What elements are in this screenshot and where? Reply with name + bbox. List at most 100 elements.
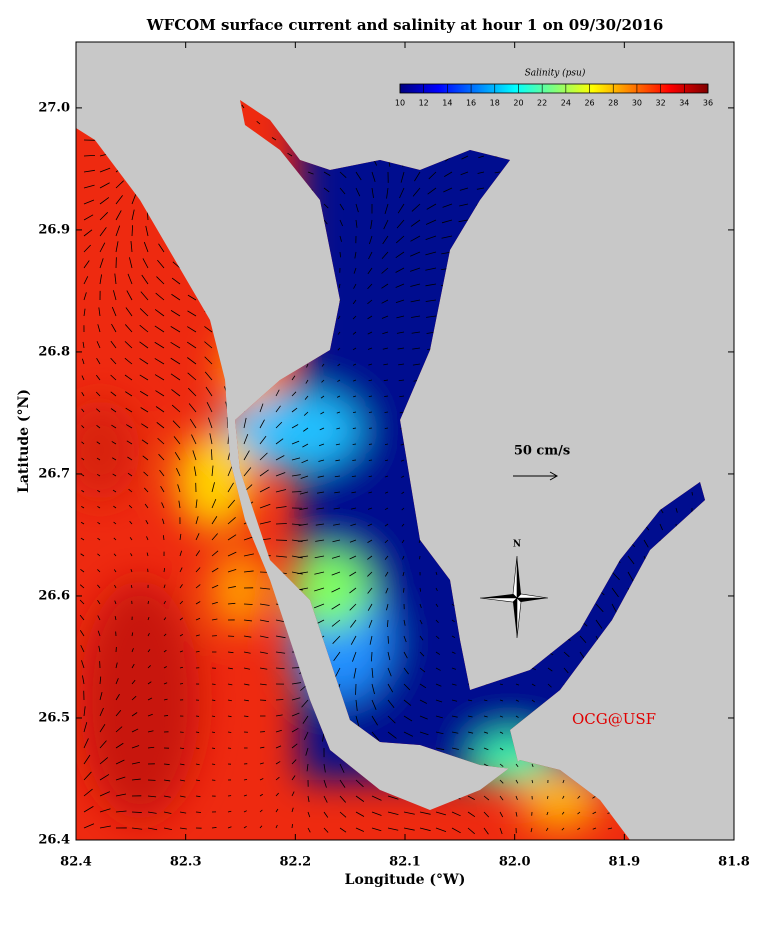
vector: [367, 299, 373, 305]
vector: [435, 635, 440, 639]
vector: [400, 443, 405, 446]
vector: [80, 568, 85, 573]
vector: [145, 519, 149, 525]
vector: [350, 619, 357, 628]
vector: [79, 614, 85, 621]
vector: [161, 502, 165, 509]
y-tick-label: 26.9: [38, 222, 70, 237]
vector: [155, 390, 165, 397]
vector: [563, 651, 570, 658]
vector: [339, 795, 346, 803]
vector: [298, 523, 309, 526]
vector: [163, 682, 168, 685]
vector: [163, 633, 167, 637]
vector: [467, 811, 476, 817]
vector: [331, 555, 341, 559]
vector: [275, 667, 285, 670]
vector: [83, 154, 95, 157]
vector: [675, 507, 678, 513]
vector: [515, 779, 519, 784]
vector: [163, 649, 167, 653]
vector: [353, 283, 357, 289]
vector: [259, 403, 264, 413]
vector: [99, 825, 111, 829]
y-axis-label: Latitude (°N): [16, 389, 32, 493]
vector: [435, 619, 439, 624]
vector: [126, 290, 133, 301]
vector: [83, 308, 86, 317]
vector: [419, 715, 428, 720]
vector: [243, 570, 254, 573]
vector: [227, 499, 236, 509]
vector: [387, 699, 395, 709]
vector: [410, 235, 421, 242]
vector: [562, 795, 565, 799]
vector: [384, 555, 389, 560]
vector: [81, 375, 85, 381]
vector: [129, 257, 133, 269]
vector: [403, 827, 415, 831]
vector: [305, 379, 309, 384]
vector: [411, 315, 421, 318]
vector: [291, 697, 301, 701]
vector: [339, 171, 347, 178]
vector: [384, 523, 389, 527]
vector: [371, 699, 377, 710]
vector: [243, 778, 248, 781]
vector: [259, 486, 270, 493]
vector: [291, 440, 300, 445]
vector: [321, 363, 325, 367]
vector: [395, 283, 405, 288]
vector: [425, 219, 437, 225]
vector: [155, 406, 165, 413]
vector: [139, 374, 149, 381]
vector: [643, 539, 649, 548]
vector: [499, 683, 504, 686]
vector: [96, 424, 101, 429]
vector: [381, 267, 389, 274]
vector: [383, 363, 389, 366]
vector: [577, 827, 581, 830]
vector: [349, 555, 357, 560]
vector: [179, 600, 184, 605]
vector: [403, 619, 406, 626]
vector: [195, 601, 201, 605]
vector: [291, 791, 295, 797]
vector: [531, 683, 536, 687]
vector: [97, 600, 101, 605]
vector: [211, 584, 219, 589]
vector: [162, 518, 165, 525]
vector: [96, 358, 101, 365]
vector: [451, 731, 459, 734]
vector: [140, 407, 149, 413]
vector: [428, 171, 437, 180]
vector: [131, 663, 135, 669]
vector: [227, 482, 234, 493]
vector: [371, 683, 375, 695]
vector: [227, 651, 234, 654]
vector: [179, 634, 184, 637]
vector: [97, 490, 101, 493]
colorbar-label: Salinity (psu): [525, 68, 586, 79]
vector: [401, 475, 405, 478]
vector: [211, 550, 219, 557]
vector: [179, 550, 182, 557]
vector: [297, 571, 309, 575]
vector: [323, 203, 329, 209]
vector: [467, 795, 475, 800]
vector: [243, 467, 252, 477]
vector: [349, 603, 357, 611]
vector: [451, 619, 455, 623]
vector: [313, 603, 325, 609]
vector: [291, 523, 303, 526]
vector: [387, 731, 397, 739]
vector: [314, 587, 325, 592]
vector: [129, 537, 133, 541]
vector: [323, 187, 330, 193]
vector: [451, 635, 456, 638]
vector: [317, 475, 325, 478]
vector: [499, 811, 504, 818]
vector: [207, 417, 213, 429]
vector: [243, 699, 249, 702]
vector: [113, 290, 117, 301]
